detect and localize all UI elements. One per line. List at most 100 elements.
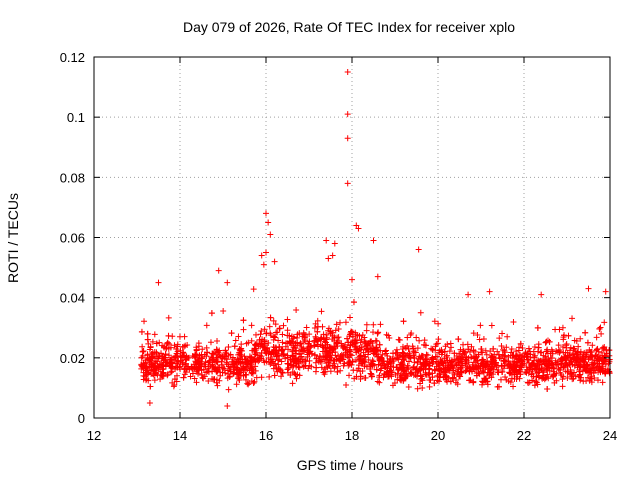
data-point — [240, 365, 247, 372]
data-point — [332, 352, 339, 359]
data-point — [592, 352, 599, 359]
data-point — [375, 348, 382, 355]
data-point — [433, 341, 440, 348]
data-point — [546, 338, 553, 345]
data-point — [525, 345, 532, 352]
data-point — [335, 353, 342, 360]
data-point — [536, 372, 543, 379]
data-point — [401, 357, 408, 364]
data-point — [430, 359, 437, 366]
data-point — [254, 356, 261, 363]
data-point — [206, 361, 213, 368]
data-point — [302, 363, 309, 370]
data-point — [314, 317, 321, 324]
data-point — [571, 345, 578, 352]
data-point — [236, 376, 243, 383]
data-point — [525, 380, 532, 387]
data-point — [546, 367, 553, 374]
data-point — [447, 378, 454, 385]
data-point — [426, 365, 433, 372]
data-point — [486, 288, 493, 295]
data-point — [589, 353, 596, 360]
data-point — [374, 378, 381, 385]
data-point — [325, 255, 332, 262]
data-point — [512, 367, 519, 374]
data-point — [389, 382, 396, 389]
data-point — [598, 349, 605, 356]
data-point — [484, 381, 491, 388]
data-point — [370, 329, 377, 336]
data-point — [296, 358, 303, 365]
data-point — [321, 356, 328, 363]
data-point — [417, 309, 424, 316]
data-point — [594, 377, 601, 384]
data-point — [258, 328, 265, 335]
data-point — [596, 325, 603, 332]
data-point — [399, 360, 406, 367]
data-point — [376, 379, 383, 386]
data-point — [447, 363, 454, 370]
data-point — [198, 360, 205, 367]
data-point — [329, 329, 336, 336]
data-point — [265, 219, 272, 226]
data-point — [346, 347, 353, 354]
data-point — [344, 69, 351, 76]
data-point — [169, 363, 176, 370]
data-point — [144, 330, 151, 337]
data-point — [316, 353, 323, 360]
data-point — [561, 332, 568, 339]
data-point — [279, 331, 286, 338]
data-point — [556, 326, 563, 333]
data-point — [224, 279, 231, 286]
data-point — [286, 338, 293, 345]
data-point — [374, 330, 381, 337]
data-point — [266, 373, 273, 380]
data-point — [405, 352, 412, 359]
data-point — [448, 344, 455, 351]
data-point — [504, 333, 511, 340]
data-point — [593, 351, 600, 358]
data-point — [494, 348, 501, 355]
data-point — [145, 370, 152, 377]
data-point — [510, 383, 517, 390]
data-point — [342, 351, 349, 358]
data-point — [168, 356, 175, 363]
data-point — [284, 366, 291, 373]
data-point — [295, 363, 302, 370]
data-point — [252, 359, 259, 366]
data-point — [570, 375, 577, 382]
data-point — [374, 346, 381, 353]
data-point — [214, 359, 221, 366]
data-point — [431, 366, 438, 373]
data-point — [574, 349, 581, 356]
data-point — [434, 353, 441, 360]
data-point — [491, 360, 498, 367]
data-point — [270, 344, 277, 351]
data-point — [310, 342, 317, 349]
data-point — [482, 363, 489, 370]
data-point — [505, 378, 512, 385]
data-point — [499, 363, 506, 370]
data-point — [382, 364, 389, 371]
data-point — [253, 340, 260, 347]
data-point — [322, 338, 329, 345]
data-point — [270, 333, 277, 340]
data-point — [360, 358, 367, 365]
data-point — [549, 350, 556, 357]
data-point — [365, 356, 372, 363]
data-point — [267, 356, 274, 363]
data-point — [496, 335, 503, 342]
x-tick-label: 22 — [517, 428, 531, 443]
data-point — [273, 353, 280, 360]
data-point — [222, 353, 229, 360]
data-point — [252, 351, 259, 358]
data-point — [151, 377, 158, 384]
data-point — [160, 357, 167, 364]
data-point — [352, 356, 359, 363]
data-point — [538, 291, 545, 298]
data-point — [303, 324, 310, 331]
data-point — [167, 369, 174, 376]
data-point — [296, 330, 303, 337]
data-point — [419, 353, 426, 360]
data-point — [334, 363, 341, 370]
